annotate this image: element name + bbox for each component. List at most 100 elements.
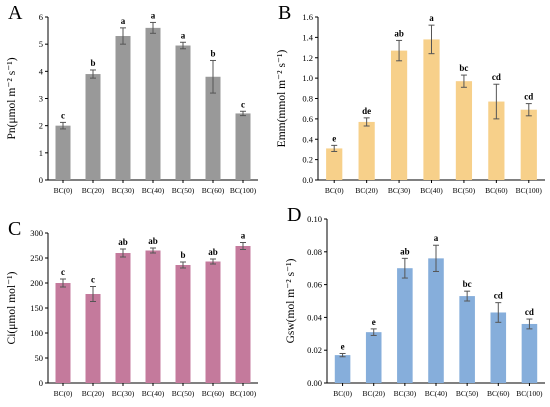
bar	[175, 45, 191, 181]
x-tick-label: BC(100)	[230, 186, 257, 195]
x-tick-label: BC(30)	[112, 186, 135, 195]
significance-label: cd	[524, 92, 533, 102]
significance-label: ab	[208, 247, 218, 257]
bar	[115, 36, 131, 181]
y-tick-label: 0.02	[307, 345, 322, 355]
x-tick-label: BC(0)	[54, 389, 73, 398]
significance-label: e	[372, 317, 376, 327]
bar	[235, 246, 251, 383]
y-tick-label: 1	[39, 148, 43, 158]
panel-letter: D	[287, 204, 301, 226]
x-tick-label: BC(30)	[394, 389, 417, 398]
x-tick-label: BC(60)	[487, 389, 510, 398]
y-tick-label: 250	[30, 253, 43, 263]
panel-A: 0 1 2 3 4 5 6 c BC(0) b BC(20) a BC(30) a BC(40) a BC(50…	[6, 2, 258, 195]
x-tick-label: BC(20)	[82, 389, 105, 398]
significance-label: cd	[492, 72, 501, 82]
significance-label: e	[332, 133, 336, 143]
bar	[85, 294, 101, 383]
x-tick-label: BC(0)	[325, 186, 344, 195]
significance-label: a	[151, 10, 156, 20]
significance-label: a	[241, 231, 246, 241]
x-tick-label: BC(60)	[202, 186, 225, 195]
y-tick-label: 300	[30, 228, 43, 238]
y-tick-label: 50	[35, 353, 44, 363]
y-tick-label: 0.6	[302, 114, 313, 124]
significance-label: ab	[118, 237, 128, 247]
significance-label: a	[181, 30, 186, 40]
bar	[459, 296, 475, 383]
bar	[488, 101, 505, 180]
significance-label: e	[341, 341, 345, 351]
y-tick-label: 0.06	[307, 280, 322, 290]
x-tick-label: BC(20)	[82, 186, 105, 195]
bar	[55, 125, 71, 180]
bar	[205, 261, 221, 383]
significance-label: a	[121, 16, 126, 26]
y-tick-label: 1.0	[302, 73, 313, 83]
significance-label: cd	[494, 291, 503, 301]
bar	[85, 74, 101, 180]
x-tick-label: BC(100)	[516, 186, 543, 195]
significance-label: ab	[394, 28, 404, 38]
bar	[520, 109, 537, 180]
x-tick-label: BC(60)	[202, 389, 225, 398]
bar	[490, 312, 507, 383]
y-tick-label: 0.2	[302, 155, 313, 165]
bar	[145, 27, 161, 180]
x-tick-label: BC(30)	[388, 186, 411, 195]
y-tick-label: 4	[39, 66, 44, 76]
y-tick-label: 1.2	[302, 53, 313, 63]
panel-B: 0.0 0.2 0.4 0.6 0.8 1.0 1.2 1.4 1.6 e BC(0) de BC(20…	[276, 2, 545, 195]
y-tick-label: 100	[30, 328, 43, 338]
y-tick-label: 0.00	[307, 378, 322, 388]
y-tick-label: 0	[39, 378, 43, 388]
y-tick-label: 0.4	[302, 134, 313, 144]
x-tick-label: BC(40)	[420, 186, 443, 195]
bar	[365, 332, 382, 383]
bar	[397, 268, 413, 383]
y-tick-label: 1.6	[302, 12, 313, 22]
x-tick-label: BC(50)	[456, 389, 479, 398]
y-tick-label: 0.0	[302, 175, 313, 185]
y-tick-label: 1.4	[302, 32, 313, 42]
y-tick-label: 0.8	[302, 94, 313, 104]
x-tick-label: BC(40)	[142, 186, 165, 195]
y-tick-label: 200	[30, 278, 43, 288]
significance-label: a	[434, 233, 439, 243]
x-tick-label: BC(100)	[516, 389, 543, 398]
significance-label: cd	[525, 307, 534, 317]
panel-C: 050100150200250300cBC(0)cBC(20)abBC(30)a…	[6, 218, 258, 398]
x-tick-label: BC(40)	[425, 389, 448, 398]
y-axis-title: Emm(mmol m⁻² s⁻¹)	[276, 50, 288, 148]
y-tick-label: 0.08	[307, 247, 322, 257]
bar	[235, 113, 251, 180]
significance-label: b	[210, 48, 215, 58]
bar	[428, 258, 444, 383]
y-axis-title: Gsw(mol m⁻² s⁻¹)	[285, 258, 297, 343]
significance-label: c	[61, 267, 65, 277]
significance-label: ab	[148, 236, 158, 246]
significance-label: c	[61, 110, 65, 120]
x-tick-label: BC(50)	[172, 389, 195, 398]
x-tick-label: BC(20)	[355, 186, 378, 195]
significance-label: bc	[459, 63, 468, 73]
bar	[455, 81, 473, 180]
panel-letter: A	[8, 2, 23, 24]
y-axis-title: Pn(μmol m⁻² s⁻¹)	[6, 57, 18, 139]
x-tick-label: BC(100)	[230, 389, 257, 398]
y-tick-label: 3	[39, 94, 43, 104]
bar	[205, 76, 221, 180]
y-tick-label: 150	[30, 303, 43, 313]
bar	[326, 148, 343, 180]
significance-label: a	[429, 13, 434, 23]
x-tick-label: BC(30)	[112, 389, 135, 398]
y-tick-label: 0.10	[307, 214, 322, 224]
x-tick-label: BC(50)	[172, 186, 195, 195]
panel-D: 0.00 0.02 0.04 0.06 0.08 0.10 e BC(0) e BC(20) ab B…	[285, 204, 545, 398]
bar	[423, 39, 440, 180]
bar	[145, 250, 161, 383]
bar	[390, 50, 408, 181]
significance-label: c	[241, 99, 245, 109]
